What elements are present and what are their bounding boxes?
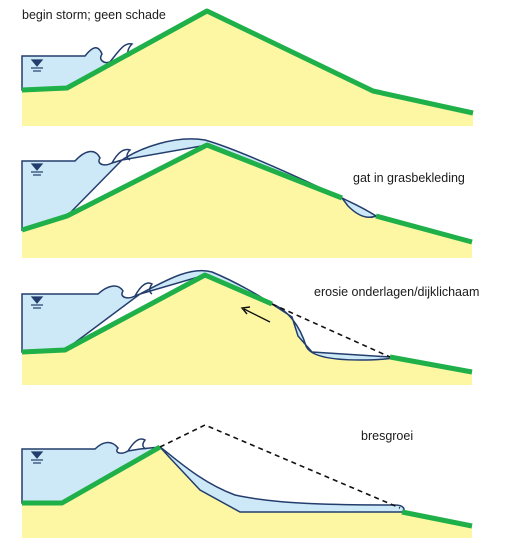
grass-cover	[21, 8, 474, 116]
water-level-icon	[30, 59, 44, 72]
panel-2	[21, 138, 473, 258]
wave	[111, 148, 132, 164]
wave	[134, 282, 154, 297]
original-profile-dashed	[271, 303, 391, 358]
outflow-water	[341, 197, 378, 218]
wave	[127, 438, 147, 452]
panel-4-caption: bresgroei	[361, 429, 414, 443]
grass-cover-toe	[401, 509, 473, 529]
panel-2-caption: gat in grasbekleding	[353, 171, 465, 185]
sea-water	[21, 441, 161, 504]
panel-4	[21, 424, 473, 538]
grass-cover	[22, 444, 162, 506]
erosion-direction-arrow	[240, 306, 271, 323]
grass-cover-toe	[389, 354, 473, 375]
water-level-icon	[30, 451, 44, 464]
panel-1	[21, 8, 474, 126]
dike-body	[22, 145, 472, 258]
original-profile-dashed	[159, 424, 401, 509]
panel-3	[21, 269, 473, 385]
dike-body	[22, 447, 472, 538]
panel-3-caption: erosie onderlagen/dijklichaam	[314, 285, 480, 299]
panel-1-caption: begin storm; geen schade	[22, 8, 166, 22]
grass-cover	[21, 142, 343, 233]
grass-cover	[21, 272, 273, 355]
grass-cover-toe	[375, 213, 473, 245]
sea-water	[21, 150, 123, 232]
water-level-icon	[30, 163, 44, 176]
dike-body	[22, 11, 473, 126]
sea-water	[21, 285, 141, 353]
water-level-icon	[30, 296, 44, 309]
